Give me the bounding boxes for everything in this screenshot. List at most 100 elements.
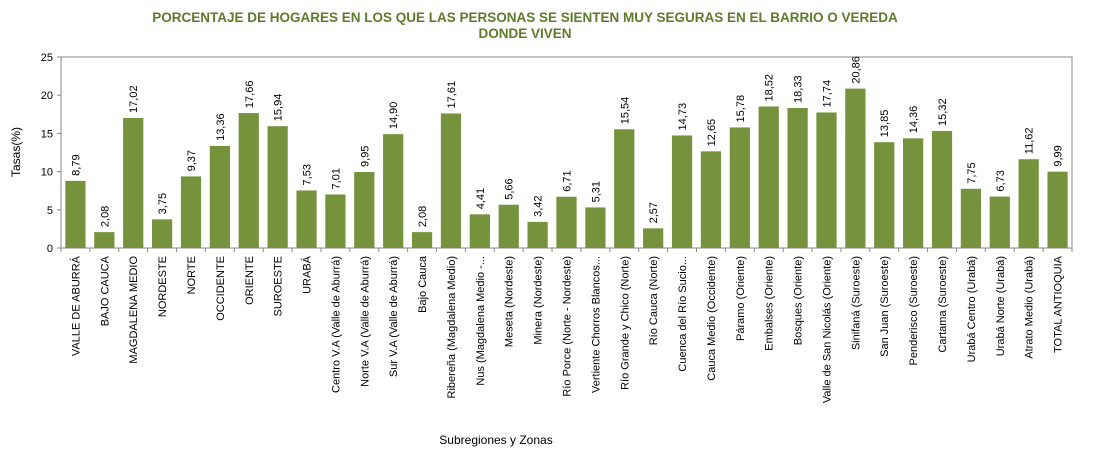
chart-title-line-1: PORCENTAJE DE HOGARES EN LOS QUE LAS PER… bbox=[152, 10, 898, 25]
bar bbox=[758, 106, 779, 248]
bar bbox=[903, 138, 924, 248]
x-tick-label: Atrato Medio (Urabá) bbox=[1024, 256, 1036, 359]
bar bbox=[383, 134, 404, 248]
y-tick-label: 20 bbox=[41, 90, 53, 102]
data-label: 7,01 bbox=[330, 168, 342, 189]
bar bbox=[151, 219, 173, 248]
data-label: 13,36 bbox=[215, 113, 227, 141]
bar bbox=[643, 228, 664, 248]
data-label: 9,99 bbox=[1053, 145, 1065, 166]
y-axis-label: Tasas(%) bbox=[9, 127, 23, 177]
x-tick-label: SUROESTE bbox=[273, 256, 285, 317]
x-tick-label: Cartama (Suroeste) bbox=[937, 256, 949, 353]
x-tick-label: ORIENTE bbox=[244, 256, 256, 305]
bar bbox=[614, 129, 635, 248]
data-label: 14,90 bbox=[388, 102, 400, 130]
x-tick-label: Vertiente Chorros Blancos... bbox=[590, 256, 602, 393]
x-tick-label: Sur V.A (Valle de Aburrá) bbox=[388, 256, 400, 377]
bar bbox=[931, 130, 953, 248]
y-tick-label: 15 bbox=[41, 128, 53, 140]
bar bbox=[1047, 171, 1068, 248]
y-tick-label: 10 bbox=[41, 167, 53, 179]
bar bbox=[729, 127, 750, 248]
x-tick-label: Centro V.A (Valle de Aburrá) bbox=[330, 256, 342, 393]
x-tick-label: NORDESTE bbox=[157, 256, 169, 317]
y-tick-label: 5 bbox=[47, 205, 53, 217]
bar bbox=[527, 221, 548, 248]
x-tick-label: Sinifaná (Suroeste) bbox=[850, 256, 862, 350]
data-label: 15,32 bbox=[937, 98, 949, 126]
chart-title: PORCENTAJE DE HOGARES EN LOS QUE LAS PER… bbox=[0, 10, 1050, 42]
x-tick-label: TOTAL ANTIOQUIA bbox=[1053, 255, 1065, 353]
bar bbox=[180, 176, 202, 248]
bar bbox=[123, 117, 144, 248]
x-tick-label: Bajo Cauca bbox=[417, 255, 429, 313]
data-label: 17,02 bbox=[128, 85, 140, 113]
bar bbox=[498, 204, 519, 248]
data-label: 18,52 bbox=[764, 74, 776, 102]
bar bbox=[556, 196, 577, 248]
data-label: 15,54 bbox=[619, 97, 631, 125]
x-tick-label: San Juan (Suroeste) bbox=[879, 256, 891, 357]
bar bbox=[845, 88, 866, 248]
chart-title-line-2: DONDE VIVEN bbox=[478, 26, 572, 41]
bar bbox=[209, 145, 230, 248]
data-label: 2,57 bbox=[648, 202, 660, 223]
data-labels: 8,79 2,08 17,02 3,75 9,37 13,36 17,66 15,94 7,53… bbox=[70, 56, 1064, 227]
data-label: 8,79 bbox=[70, 154, 82, 175]
bar bbox=[296, 190, 317, 248]
x-tick-label: BAJO CAUCA bbox=[99, 255, 111, 326]
data-label: 2,08 bbox=[99, 206, 111, 227]
data-label: 7,75 bbox=[966, 162, 978, 183]
bar bbox=[411, 232, 433, 248]
bar bbox=[65, 180, 86, 248]
x-tick-label: Bosques (Oriente) bbox=[793, 256, 805, 345]
x-tick-label: NORTE bbox=[186, 256, 198, 294]
bar bbox=[1018, 159, 1039, 248]
bar bbox=[585, 207, 606, 248]
x-axis-label: Subregiones y Zonas bbox=[439, 433, 552, 447]
bars bbox=[65, 88, 1068, 249]
bar bbox=[671, 135, 693, 248]
bar bbox=[325, 194, 346, 248]
y-tick-label: 0 bbox=[47, 243, 53, 255]
data-label: 17,66 bbox=[244, 81, 256, 109]
data-label: 5,31 bbox=[590, 181, 602, 202]
data-label: 17,61 bbox=[446, 81, 458, 109]
data-label: 14,36 bbox=[908, 106, 920, 134]
data-label: 20,86 bbox=[850, 56, 862, 84]
x-tick-label: Cauca Medio (Occidente) bbox=[706, 256, 718, 381]
x-tick-label: Ribereña (Magdalena Medio) bbox=[446, 256, 458, 398]
x-tick-label: Urabá Norte (Urabá) bbox=[995, 256, 1007, 356]
x-tick-label: Meseta (Nordeste) bbox=[504, 256, 516, 347]
bar bbox=[354, 171, 375, 248]
x-tick-label: VALLE DE ABURRÁ bbox=[69, 255, 82, 356]
data-label: 11,62 bbox=[1024, 128, 1036, 155]
data-label: 3,75 bbox=[157, 193, 169, 214]
bar bbox=[94, 232, 115, 248]
x-tick-label: Cuenca del Río Sucio... bbox=[677, 256, 689, 372]
y-tick-label: 25 bbox=[41, 52, 53, 64]
data-label: 17,74 bbox=[821, 80, 833, 108]
x-tick-label: OCCIDENTE bbox=[215, 256, 227, 321]
data-label: 15,78 bbox=[735, 95, 747, 123]
data-label: 2,08 bbox=[417, 206, 429, 227]
data-label: 12,65 bbox=[706, 119, 718, 147]
data-label: 13,85 bbox=[879, 110, 891, 138]
data-label: 15,94 bbox=[273, 94, 285, 122]
bar bbox=[960, 188, 982, 248]
bar bbox=[989, 196, 1010, 248]
data-label: 6,71 bbox=[562, 170, 574, 191]
bar bbox=[700, 151, 722, 248]
data-label: 18,33 bbox=[793, 75, 805, 103]
x-tick-label: Norte V.A (Valle de Aburrá) bbox=[359, 256, 371, 387]
data-label: 6,73 bbox=[995, 170, 1007, 191]
x-tick-label: Páramo (Oriente) bbox=[735, 256, 747, 341]
x-tick-label: Río Porce (Norte - Nordeste) bbox=[562, 256, 574, 397]
bar bbox=[816, 112, 837, 248]
x-tick-label: Embalses (Oriente) bbox=[764, 256, 776, 351]
x-tick-label: Valle de San Nicolás (Oriente) bbox=[821, 256, 833, 403]
x-axis-ticks: VALLE DE ABURRÁ BAJO CAUCA MAGDALENA MEDIO… bbox=[60, 248, 1073, 403]
data-label: 9,95 bbox=[359, 146, 371, 167]
